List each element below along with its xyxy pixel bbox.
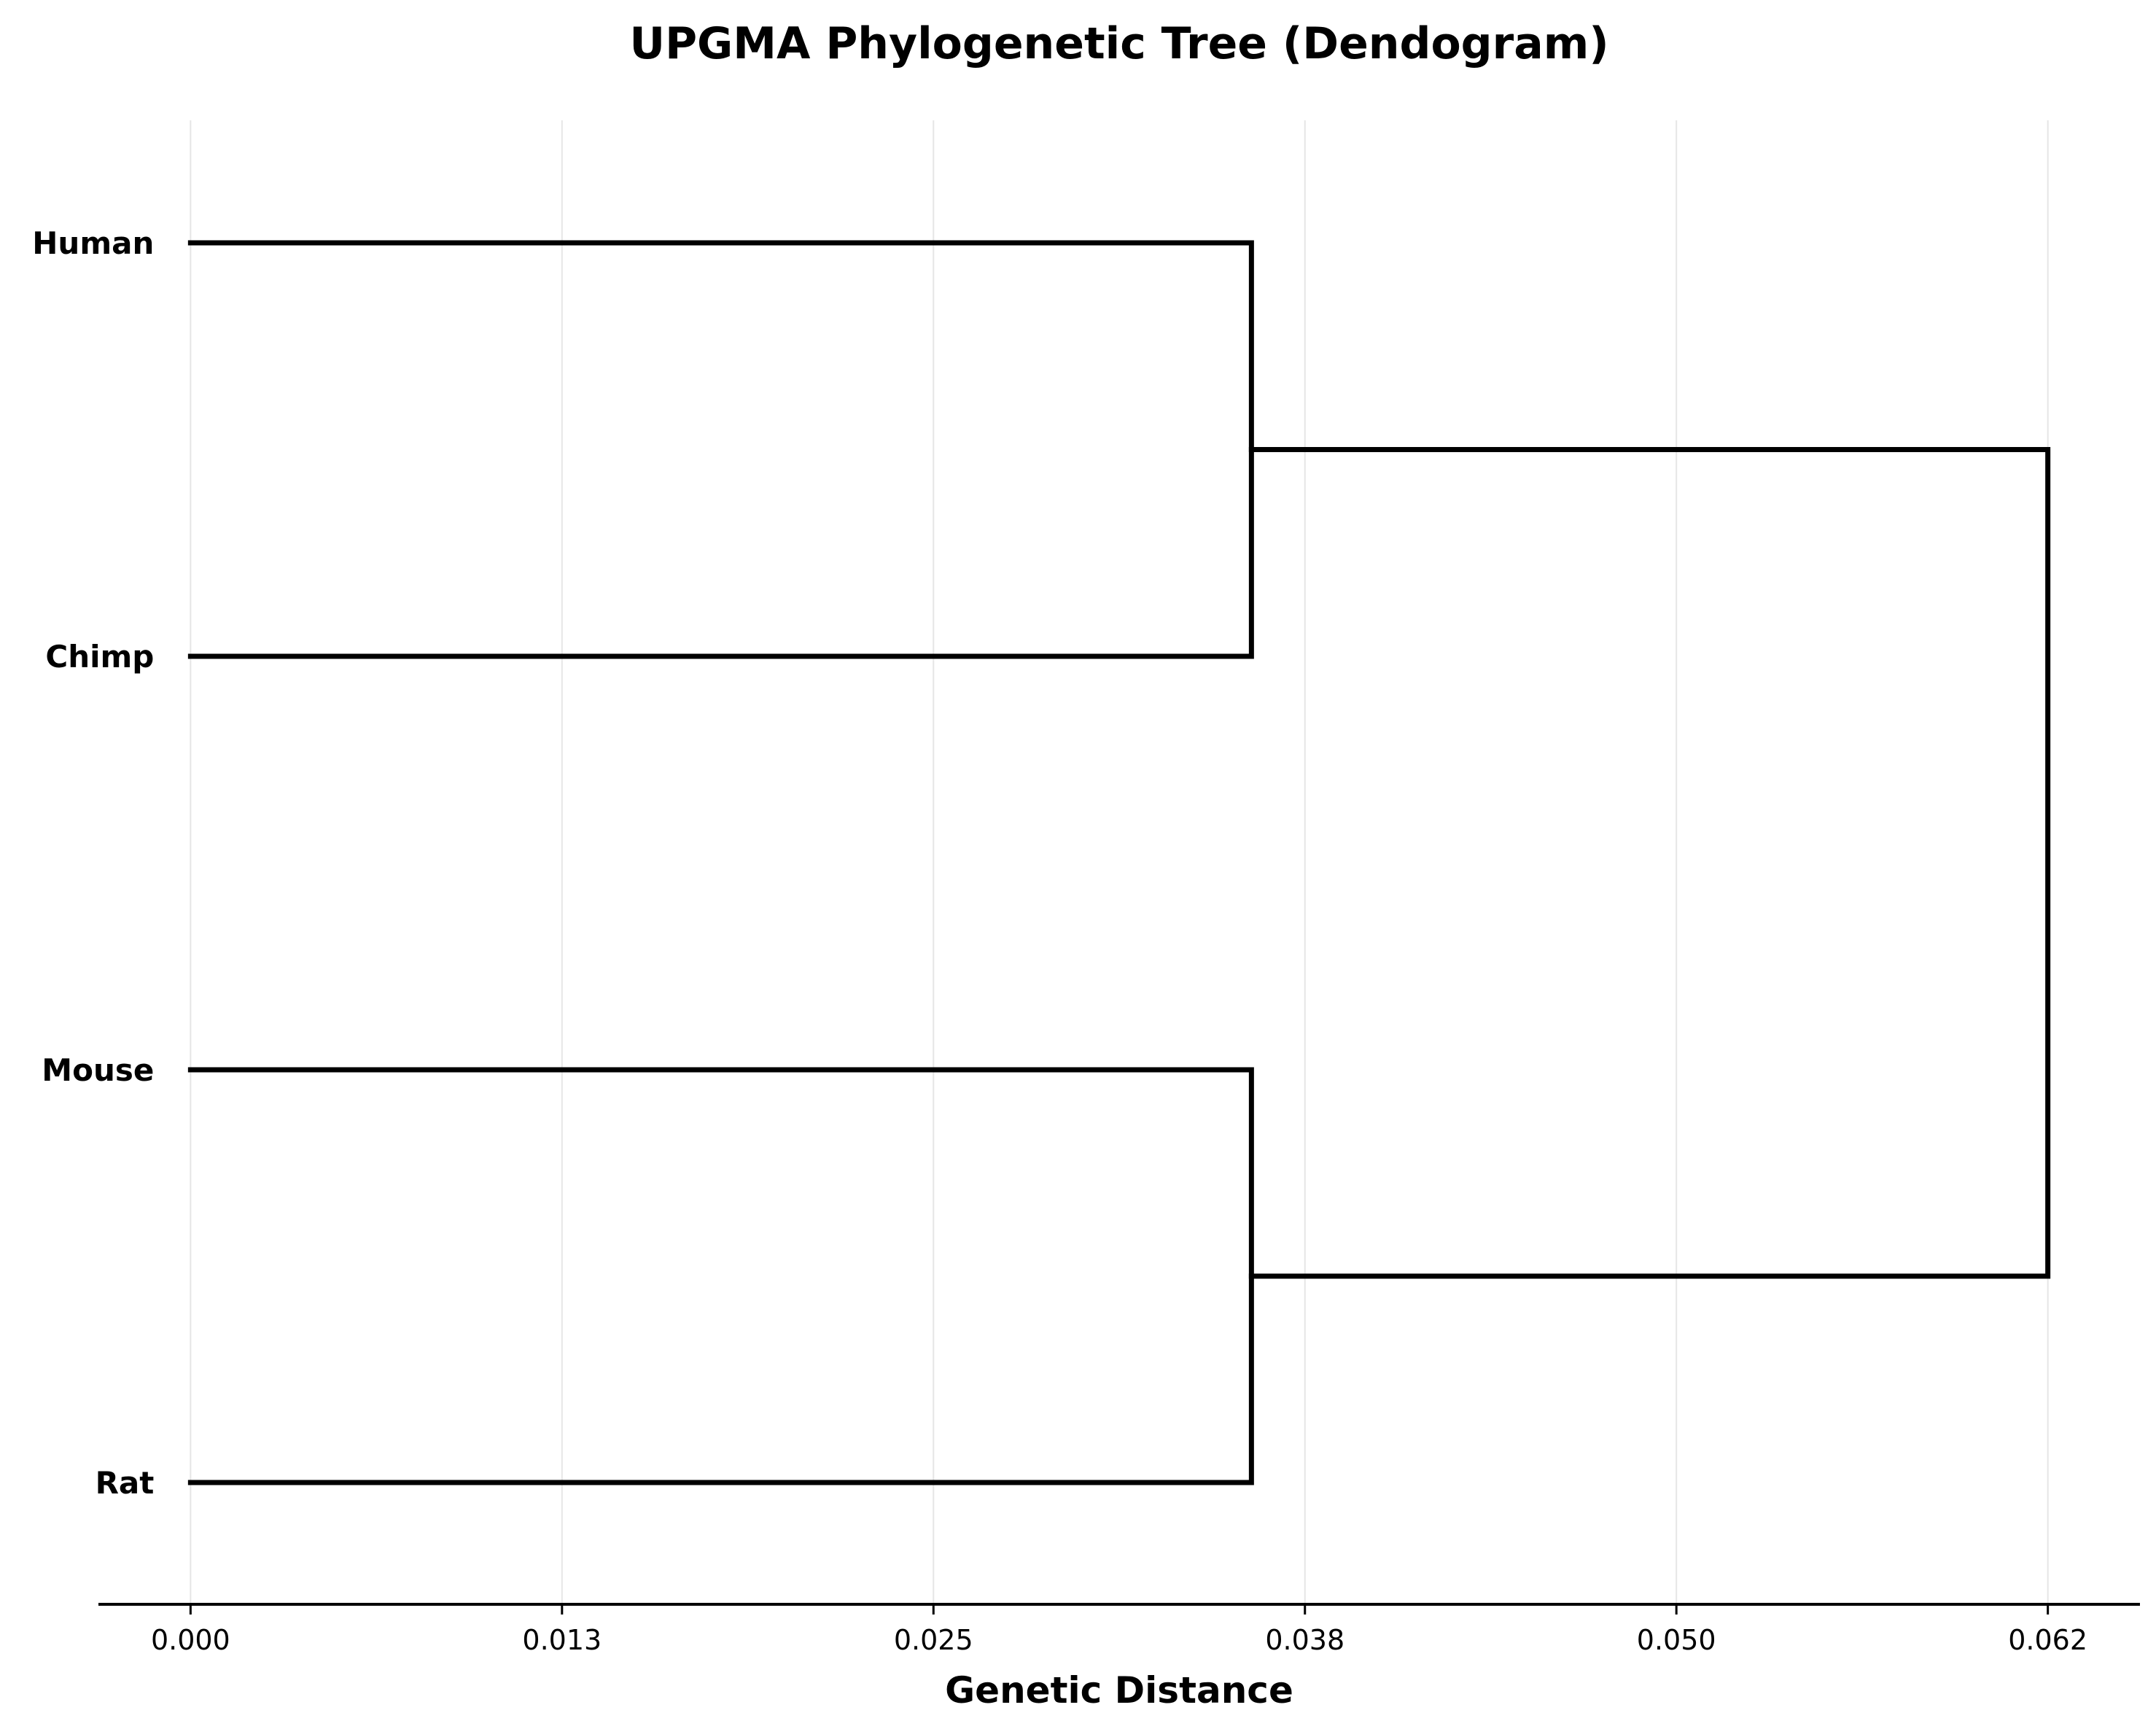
branch-merge-2 [1248, 447, 2051, 1279]
leaf-label-rat: Rat [96, 1465, 155, 1501]
x-tick-label-5: 0.062 [2008, 1624, 2087, 1656]
x-tick-label-1: 0.013 [522, 1624, 602, 1656]
x-tick-label-3: 0.038 [1265, 1624, 1344, 1656]
dendrogram-branches [187, 240, 2051, 1485]
x-tick-label-0: 0.000 [151, 1624, 230, 1656]
leaf-label-chimp: Chimp [45, 639, 154, 675]
leaf-label-human: Human [32, 225, 154, 261]
x-tick-label-4: 0.050 [1637, 1624, 1716, 1656]
leaf-label-mouse: Mouse [42, 1052, 154, 1088]
x-axis-ticks: 0.000 0.013 0.025 0.038 0.050 0.062 [151, 1604, 2087, 1656]
leaf-labels: Human Chimp Mouse Rat [32, 225, 154, 1501]
chart-title: UPGMA Phylogenetic Tree (Dendogram) [629, 18, 1608, 69]
x-tick-label-2: 0.025 [894, 1624, 973, 1656]
x-axis-label: Genetic Distance [945, 1669, 1293, 1711]
